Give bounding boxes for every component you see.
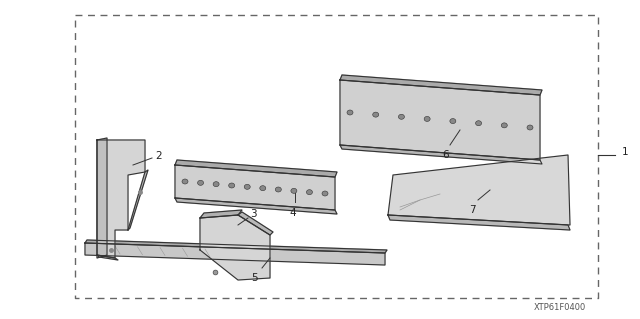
Ellipse shape	[450, 119, 456, 123]
Polygon shape	[200, 210, 242, 218]
Polygon shape	[128, 170, 148, 230]
Text: 4: 4	[290, 208, 296, 218]
Polygon shape	[175, 160, 337, 177]
Ellipse shape	[501, 123, 508, 128]
Text: 6: 6	[443, 150, 449, 160]
Ellipse shape	[307, 190, 312, 195]
Text: 5: 5	[252, 273, 259, 283]
Text: 1: 1	[622, 147, 628, 157]
Polygon shape	[97, 140, 145, 258]
Text: XTP61F0400: XTP61F0400	[534, 303, 586, 313]
Ellipse shape	[372, 112, 379, 117]
Polygon shape	[238, 212, 273, 235]
Ellipse shape	[244, 184, 250, 189]
Polygon shape	[85, 243, 385, 265]
Polygon shape	[340, 75, 542, 95]
Polygon shape	[340, 80, 540, 160]
Ellipse shape	[399, 114, 404, 119]
Ellipse shape	[527, 125, 533, 130]
Ellipse shape	[424, 116, 430, 122]
Ellipse shape	[476, 121, 481, 126]
Ellipse shape	[322, 191, 328, 196]
Polygon shape	[388, 155, 570, 225]
Polygon shape	[97, 138, 107, 258]
Ellipse shape	[182, 179, 188, 184]
Text: 3: 3	[250, 209, 257, 219]
Polygon shape	[340, 145, 542, 164]
Polygon shape	[388, 215, 570, 230]
Ellipse shape	[260, 186, 266, 191]
Ellipse shape	[213, 182, 219, 187]
Ellipse shape	[347, 110, 353, 115]
Polygon shape	[200, 215, 270, 280]
Ellipse shape	[228, 183, 235, 188]
Text: 7: 7	[468, 205, 476, 215]
Text: 2: 2	[155, 151, 162, 161]
Ellipse shape	[291, 188, 297, 193]
Ellipse shape	[198, 180, 204, 185]
Polygon shape	[175, 198, 337, 214]
Polygon shape	[85, 240, 387, 253]
Polygon shape	[97, 255, 118, 260]
Polygon shape	[175, 165, 335, 210]
Ellipse shape	[275, 187, 282, 192]
